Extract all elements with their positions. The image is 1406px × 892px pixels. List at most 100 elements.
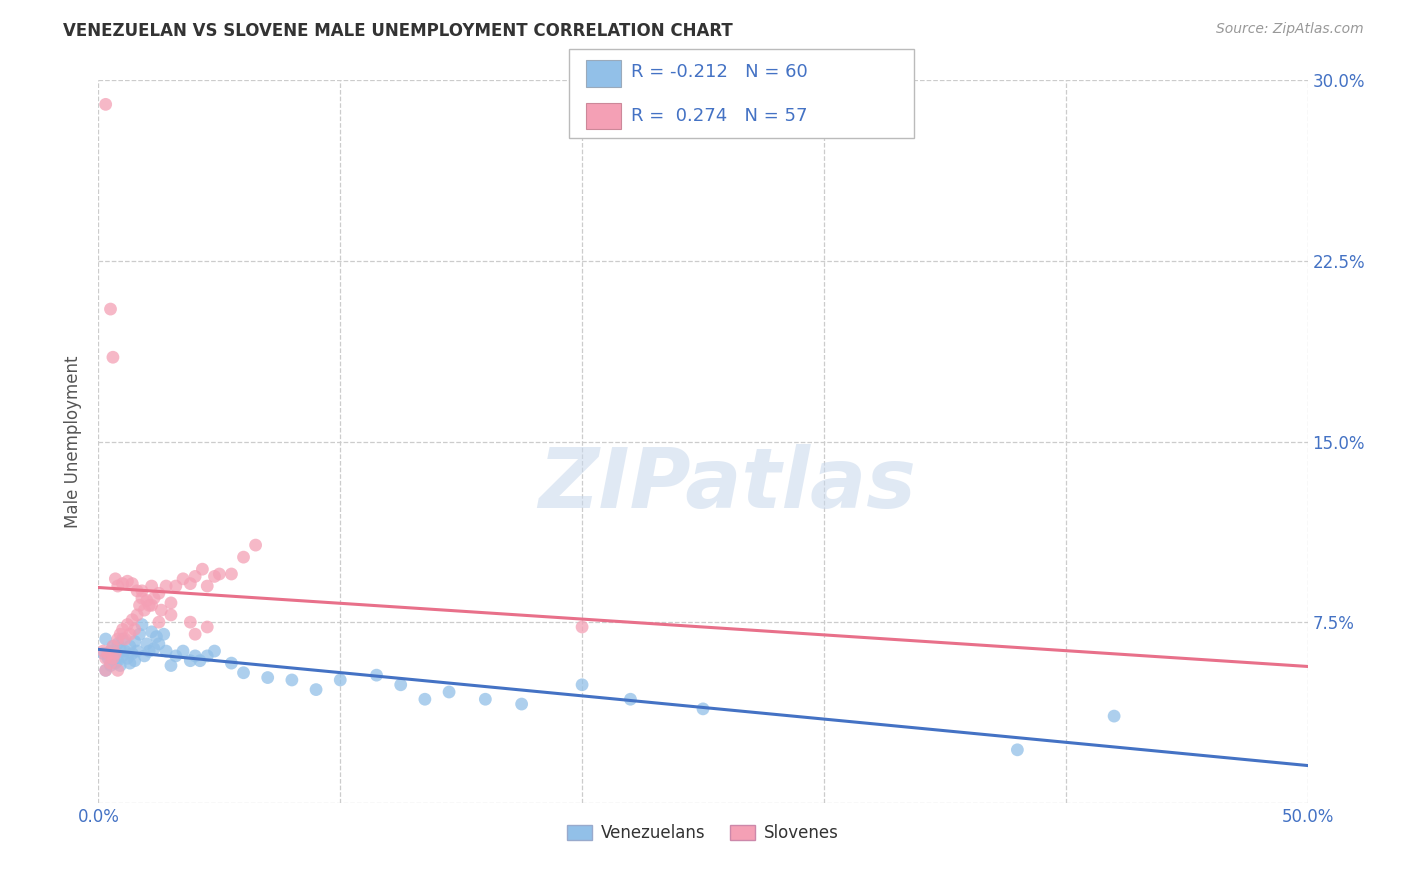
Point	[191, 562, 214, 576]
Point	[138, 599, 160, 613]
Text: R = -0.212   N = 60: R = -0.212 N = 60	[631, 63, 808, 81]
Point	[94, 651, 117, 665]
Point	[121, 613, 143, 627]
Point	[160, 658, 183, 673]
Point	[195, 579, 218, 593]
Point	[195, 620, 218, 634]
Point	[179, 654, 201, 668]
Text: R =  0.274   N = 57: R = 0.274 N = 57	[631, 107, 808, 125]
Point	[101, 651, 124, 665]
Point	[111, 632, 134, 646]
Point	[104, 656, 127, 670]
Point	[165, 579, 187, 593]
Point	[118, 627, 141, 641]
Point	[127, 644, 149, 658]
Point	[114, 644, 136, 658]
Point	[389, 678, 412, 692]
Point	[138, 644, 160, 658]
Point	[1007, 743, 1029, 757]
Point	[124, 634, 146, 648]
Point	[124, 654, 146, 668]
Point	[510, 697, 533, 711]
Point	[165, 648, 187, 663]
Point	[124, 623, 146, 637]
Point	[619, 692, 641, 706]
Legend: Venezuelans, Slovenes: Venezuelans, Slovenes	[561, 817, 845, 848]
Point	[101, 639, 124, 653]
Point	[232, 665, 254, 680]
Point	[329, 673, 352, 687]
Point	[571, 620, 593, 634]
Point	[111, 576, 134, 591]
Point	[107, 632, 129, 646]
Point	[94, 97, 117, 112]
Point	[101, 651, 124, 665]
Point	[155, 579, 177, 593]
Point	[256, 671, 278, 685]
Point	[141, 624, 163, 639]
Point	[135, 637, 157, 651]
Point	[179, 576, 201, 591]
Point	[134, 603, 156, 617]
Point	[107, 579, 129, 593]
Point	[107, 664, 129, 678]
Point	[232, 550, 254, 565]
Point	[366, 668, 388, 682]
Point	[127, 583, 149, 598]
Point	[221, 567, 243, 582]
Point	[101, 350, 124, 364]
Point	[172, 644, 194, 658]
Point	[135, 593, 157, 607]
Point	[108, 641, 131, 656]
Point	[121, 647, 143, 661]
Point	[160, 607, 183, 622]
Point	[97, 647, 120, 661]
Point	[131, 583, 153, 598]
Point	[184, 569, 207, 583]
Point	[127, 607, 149, 622]
Point	[104, 647, 127, 661]
Point	[107, 637, 129, 651]
Point	[160, 596, 183, 610]
Point	[145, 630, 167, 644]
Point	[108, 658, 131, 673]
Point	[474, 692, 496, 706]
Point	[148, 615, 170, 630]
Point	[221, 656, 243, 670]
Point	[114, 632, 136, 646]
Y-axis label: Male Unemployment: Male Unemployment	[65, 355, 83, 528]
Point	[204, 569, 226, 583]
Point	[152, 627, 174, 641]
Point	[305, 682, 328, 697]
Point	[155, 644, 177, 658]
Point	[195, 648, 218, 663]
Point	[104, 647, 127, 661]
Point	[184, 627, 207, 641]
Point	[134, 648, 156, 663]
Point	[184, 648, 207, 663]
Point	[204, 644, 226, 658]
Point	[121, 576, 143, 591]
Point	[108, 627, 131, 641]
Point	[100, 301, 122, 317]
Point	[281, 673, 304, 687]
Point	[94, 664, 117, 678]
Point	[692, 702, 714, 716]
Point	[101, 639, 124, 653]
Point	[188, 654, 211, 668]
Point	[148, 637, 170, 651]
Point	[100, 656, 122, 670]
Point	[571, 678, 593, 692]
Point	[245, 538, 267, 552]
Point	[141, 579, 163, 593]
Point	[143, 641, 166, 656]
Text: ZIPatlas: ZIPatlas	[538, 444, 917, 525]
Point	[100, 644, 122, 658]
Point	[111, 648, 134, 663]
Point	[100, 658, 122, 673]
Point	[91, 647, 114, 661]
Point	[131, 617, 153, 632]
Point	[141, 599, 163, 613]
Point	[118, 639, 141, 653]
Point	[437, 685, 460, 699]
